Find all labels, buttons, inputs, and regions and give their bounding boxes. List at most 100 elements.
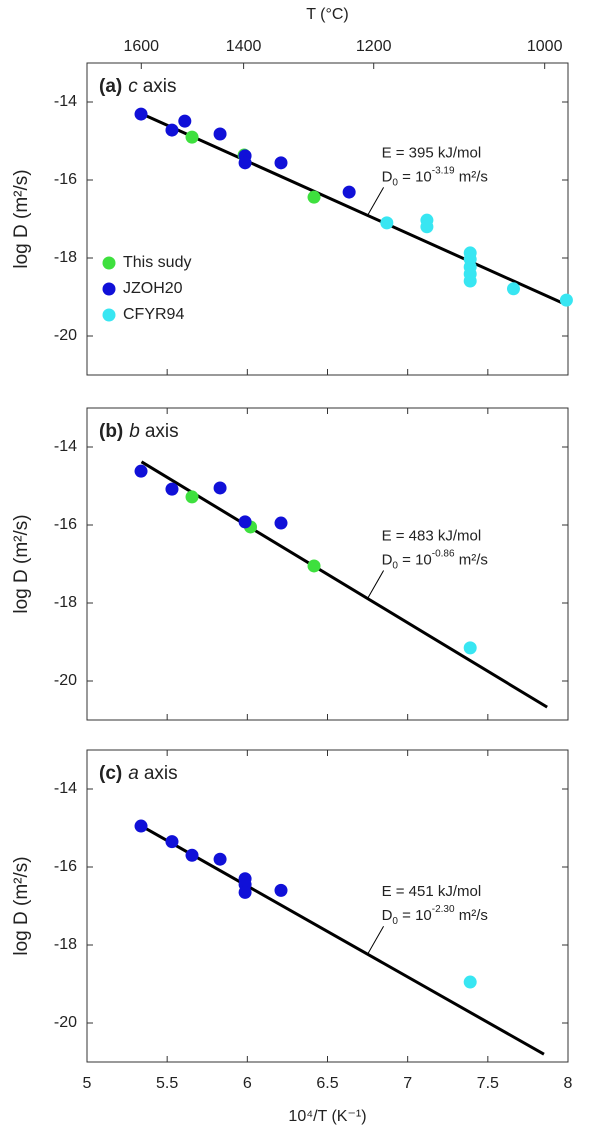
legend-label: JZOH20 xyxy=(123,280,183,297)
d-base: D xyxy=(382,552,393,569)
data-point xyxy=(213,852,227,866)
data-point xyxy=(178,114,192,128)
leader-line xyxy=(367,570,385,599)
top-axis-label: T (°C) xyxy=(306,6,349,23)
d-mid: = 10 xyxy=(398,907,432,924)
y-axis-label: log D (m²/s) xyxy=(11,856,32,955)
data-point xyxy=(506,282,520,296)
x-tick-label: 5 xyxy=(83,1075,92,1092)
x-tick-label: 7 xyxy=(403,1075,412,1092)
x-axis-label: 10⁴/T (K⁻¹) xyxy=(288,1108,366,1125)
annotation-energy: E = 395 kJ/mol xyxy=(382,144,482,161)
leader-line xyxy=(367,925,385,955)
y-tick-label: -20 xyxy=(54,672,77,689)
legend-label: CFYR94 xyxy=(123,306,184,323)
annotation-prefactor: D0 = 10-2.30 m²/s xyxy=(382,904,488,927)
legend-label: This sudy xyxy=(123,254,191,271)
panel-label: (c) xyxy=(99,763,122,784)
data-point xyxy=(380,216,394,230)
panel-label: (b) xyxy=(99,421,123,442)
y-tick-label: -14 xyxy=(54,93,77,110)
x-tick-label: 6.5 xyxy=(316,1075,338,1092)
plot-frame xyxy=(86,749,569,1063)
axis-name: b xyxy=(129,421,140,442)
top-tick-label: 1200 xyxy=(356,38,392,55)
x-tick-label: 7.5 xyxy=(477,1075,499,1092)
top-tick-label: 1000 xyxy=(527,38,563,55)
leader-line xyxy=(367,187,385,216)
data-point xyxy=(165,482,179,496)
axis-name: a xyxy=(128,763,139,784)
data-point xyxy=(274,516,288,530)
data-point xyxy=(165,123,179,137)
d-base: D xyxy=(382,907,393,924)
panel-label: (a) xyxy=(99,76,122,97)
data-point xyxy=(274,156,288,170)
y-axis-label: log D (m²/s) xyxy=(11,169,32,268)
d-mid: = 10 xyxy=(398,168,432,185)
y-tick-label: -20 xyxy=(54,1014,77,1031)
data-point xyxy=(134,464,148,478)
panel-title: (c) a axis xyxy=(99,763,178,784)
y-tick-label: -16 xyxy=(54,171,77,188)
data-point xyxy=(213,127,227,141)
data-point xyxy=(185,848,199,862)
annotation-energy: E = 483 kJ/mol xyxy=(382,528,482,545)
panel: -14 -16 -18 -20 1600 1400 1200 1000 T (°C) log D … xyxy=(11,6,573,376)
x-tick-label: 6 xyxy=(243,1075,252,1092)
data-point xyxy=(463,641,477,655)
panel-title: (b) b axis xyxy=(99,421,179,442)
y-tick-label: -16 xyxy=(54,516,77,533)
axis-word: axis xyxy=(143,76,177,97)
y-tick-label: -14 xyxy=(54,438,77,455)
legend-marker xyxy=(102,282,116,296)
d-base: D xyxy=(382,168,393,185)
fit-line xyxy=(140,824,545,1056)
y-tick-label: -18 xyxy=(54,936,77,953)
y-tick-label: -18 xyxy=(54,249,77,266)
y-tick-label: -20 xyxy=(54,327,77,344)
fit-line xyxy=(140,460,548,709)
axis-word: axis xyxy=(144,763,178,784)
data-point xyxy=(463,975,477,989)
d-unit: m²/s xyxy=(455,552,488,569)
panel: -14 -16 -18 -20 5 5.5 6 6.5 7 7.5 8 10⁴/T (K⁻¹) log … xyxy=(11,749,573,1125)
annotation-prefactor: D0 = 10-0.86 m²/s xyxy=(382,548,488,571)
data-point xyxy=(185,490,199,504)
d-sub: 0 xyxy=(392,916,398,927)
data-point xyxy=(185,130,199,144)
data-point xyxy=(134,107,148,121)
y-tick-label: -16 xyxy=(54,858,77,875)
y-tick-label: -14 xyxy=(54,780,77,797)
legend-marker xyxy=(102,308,116,322)
data-point xyxy=(559,293,573,307)
d-exp: -2.30 xyxy=(432,904,455,915)
plot-frame xyxy=(86,62,569,376)
d-sub: 0 xyxy=(392,177,398,188)
y-axis-label: log D (m²/s) xyxy=(11,514,32,613)
data-point xyxy=(213,481,227,495)
fit-line xyxy=(140,112,568,307)
data-point xyxy=(238,885,252,899)
data-point xyxy=(307,559,321,573)
panel-title: (a) c axis xyxy=(99,76,177,97)
d-unit: m²/s xyxy=(455,907,488,924)
annotation-prefactor: D0 = 10-3.19 m²/s xyxy=(382,165,488,188)
data-point xyxy=(307,190,321,204)
data-point xyxy=(420,220,434,234)
top-tick-label: 1400 xyxy=(226,38,262,55)
top-tick-label: 1600 xyxy=(123,38,159,55)
plot-frame xyxy=(86,407,569,721)
data-point xyxy=(238,156,252,170)
data-point xyxy=(238,515,252,529)
y-tick-label: -18 xyxy=(54,594,77,611)
x-tick-label: 8 xyxy=(564,1075,573,1092)
data-point xyxy=(463,274,477,288)
data-point xyxy=(274,883,288,897)
data-point xyxy=(342,185,356,199)
d-mid: = 10 xyxy=(398,552,432,569)
panel: -14 -16 -18 -20 log D (m²/s) (b) b axis E = 483 … xyxy=(11,407,569,721)
x-tick-label: 5.5 xyxy=(156,1075,178,1092)
d-exp: -0.86 xyxy=(432,548,455,559)
